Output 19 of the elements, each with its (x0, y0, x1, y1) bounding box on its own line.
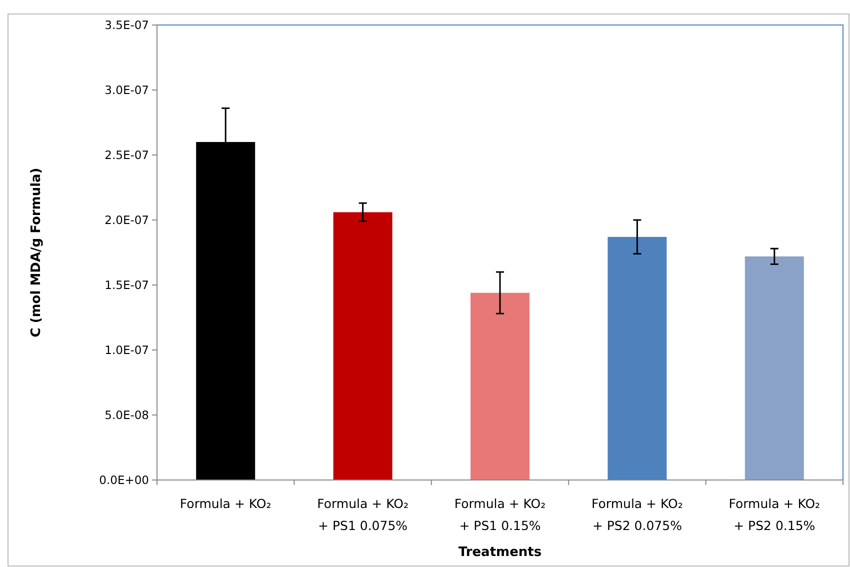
y-tick-label: 2.0E-07 (104, 213, 149, 228)
bar (333, 212, 392, 480)
x-tick-label: Formula + KO₂ + PS2 0.15% (728, 496, 820, 533)
bar (744, 256, 804, 480)
x-axis-title: Treatments (458, 545, 542, 560)
x-tick-label: Formula + KO₂ + PS2 0.075% (592, 496, 683, 533)
bar (608, 236, 667, 480)
y-tick-label: 2.5E-07 (104, 148, 149, 162)
y-tick-label: 5.0E-08 (104, 408, 149, 422)
y-tick-label: 3.0E-07 (104, 83, 149, 98)
x-tick-label: Formula + KO₂ + PS1 0.15% (454, 496, 546, 533)
y-tick-label: 3.5E-07 (104, 18, 149, 32)
y-tick-label: 0.0E+00 (99, 473, 149, 488)
bar (470, 292, 530, 480)
y-tick-label: 1.5E-07 (104, 278, 149, 292)
y-tick-label: 1.0E-07 (104, 343, 149, 358)
y-axis-title: C (mol MDA/g Formula) (29, 168, 44, 338)
x-tick-label: Formula + KO₂ + PS1 0.075% (317, 496, 408, 533)
x-tick-label: Formula + KO₂ (180, 496, 272, 511)
